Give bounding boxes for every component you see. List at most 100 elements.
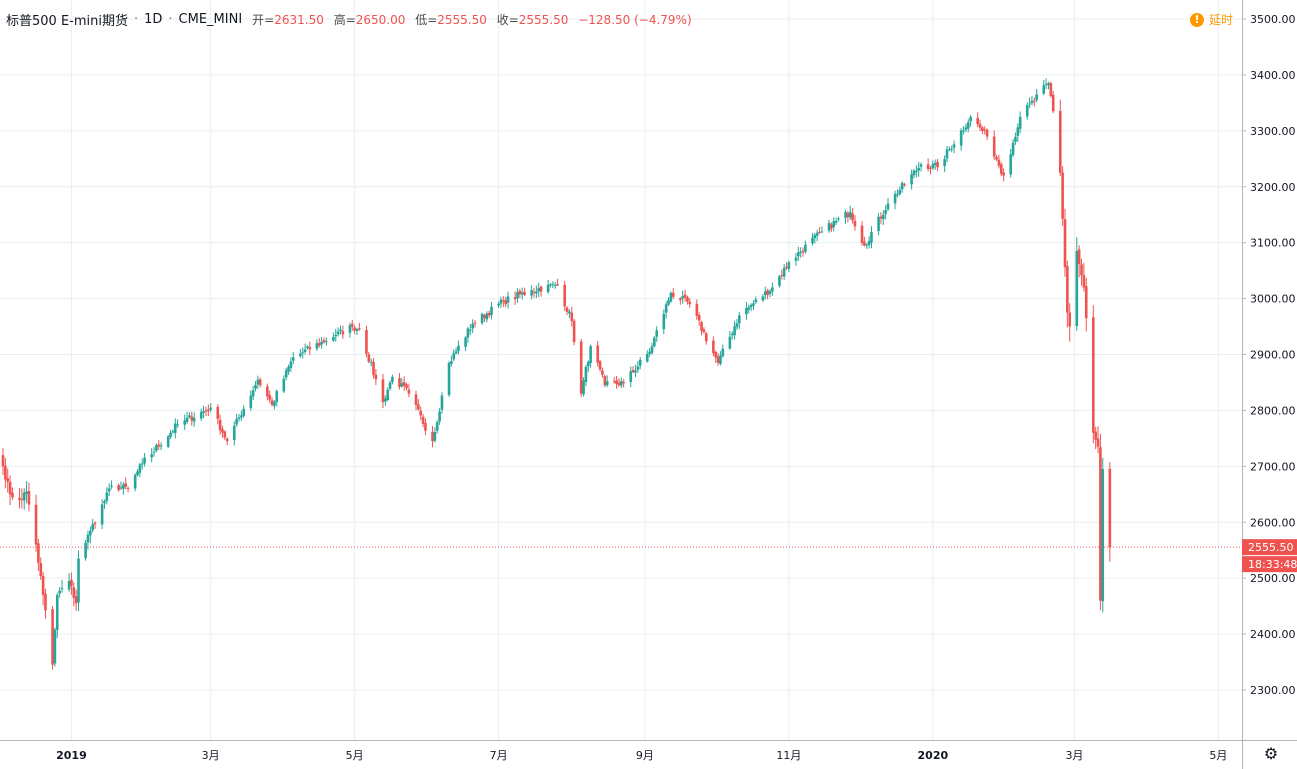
candle-body xyxy=(157,444,161,447)
candle-body xyxy=(417,404,420,410)
y-tick-label: 3000.00 xyxy=(1250,293,1296,306)
high-value: 2650.00 xyxy=(355,12,406,27)
candle-body xyxy=(1011,142,1015,156)
candle-body xyxy=(334,334,338,337)
last-price-tag xyxy=(1242,539,1297,556)
candle-body xyxy=(37,543,40,563)
delay-badge[interactable]: ! 延时 xyxy=(1190,11,1233,28)
candle-body xyxy=(702,329,706,333)
candle-body xyxy=(818,231,821,233)
candle-body xyxy=(77,558,80,603)
candle-body xyxy=(754,299,758,303)
candles xyxy=(1,78,1112,670)
candle-body xyxy=(582,380,585,395)
candle-body xyxy=(155,445,158,451)
candle-body xyxy=(504,300,507,305)
low-label: 低= xyxy=(415,12,438,27)
candle-body xyxy=(249,395,253,409)
candle-body xyxy=(943,159,946,167)
candle-body xyxy=(258,379,262,386)
candle-body xyxy=(266,386,269,397)
candle-body xyxy=(697,315,701,321)
candle-body xyxy=(93,522,97,525)
candle-body xyxy=(133,474,137,489)
candle-body xyxy=(365,329,368,354)
candle-body xyxy=(221,429,224,433)
candle-body xyxy=(235,418,238,425)
candle-body xyxy=(761,296,765,301)
symbol-title[interactable]: 标普500 E-mini期货 xyxy=(6,13,128,29)
candle-body xyxy=(435,422,439,431)
ohlc-values: 开=2631.50 高=2650.00 低=2555.50 收=2555.50 … xyxy=(252,11,697,28)
candle-body xyxy=(1028,103,1031,105)
y-tick-label: 2300.00 xyxy=(1250,684,1296,697)
candle-body xyxy=(653,337,656,347)
warning-icon: ! xyxy=(1190,12,1204,27)
y-tick-label: 3500.00 xyxy=(1250,13,1296,26)
candle-body xyxy=(497,303,500,306)
candle-body xyxy=(749,304,753,308)
separator-dot: · xyxy=(133,11,139,27)
candle-body xyxy=(1108,468,1112,548)
candle-body xyxy=(282,378,286,392)
candle-body xyxy=(414,394,418,405)
candle-body xyxy=(686,297,689,302)
candle-body xyxy=(204,410,208,412)
candle-body xyxy=(1068,312,1072,327)
candle-body xyxy=(150,454,153,458)
candle-body xyxy=(110,485,113,488)
candle-body xyxy=(532,291,536,293)
x-tick-label: 5月 xyxy=(346,749,364,762)
candle-body xyxy=(716,356,720,363)
candle-body xyxy=(51,609,54,665)
candle-body xyxy=(74,596,78,604)
candle-body xyxy=(752,303,755,306)
candle-body xyxy=(60,588,64,590)
candle-body xyxy=(11,492,14,498)
candle-body xyxy=(107,488,111,492)
y-tick-label: 2800.00 xyxy=(1250,404,1296,417)
candle-body xyxy=(358,328,361,330)
candle-body xyxy=(402,382,406,386)
candle-body xyxy=(926,164,930,170)
candle-body xyxy=(143,457,146,464)
candle-body xyxy=(1016,127,1020,136)
candle-body xyxy=(55,594,59,630)
exchange-label: CME_MINI xyxy=(178,11,243,27)
candle-body xyxy=(126,487,130,489)
candle-body xyxy=(1063,219,1067,268)
candle-body xyxy=(537,288,541,292)
candle-body xyxy=(89,530,92,536)
candle-body xyxy=(877,216,880,232)
candle-body xyxy=(20,499,24,501)
candle-body xyxy=(1092,317,1095,433)
candle-body xyxy=(896,194,899,196)
candle-body xyxy=(605,381,609,386)
candle-body xyxy=(950,148,954,150)
candle-body xyxy=(1009,154,1013,175)
candle-body xyxy=(270,400,274,405)
candle-body xyxy=(216,406,220,419)
gear-icon[interactable]: ⚙ xyxy=(1263,743,1279,763)
candle-body xyxy=(898,189,902,195)
candle-body xyxy=(516,292,519,299)
candle-body xyxy=(237,417,241,419)
candle-body xyxy=(209,407,212,410)
candle-body xyxy=(771,287,774,292)
candle-body xyxy=(27,491,31,505)
candle-body xyxy=(369,361,373,363)
candle-body xyxy=(952,144,956,148)
candle-body xyxy=(1051,94,1055,112)
x-tick-label: 3月 xyxy=(1065,749,1083,762)
candle-body xyxy=(355,329,359,332)
candle-body xyxy=(39,562,43,577)
candle-body xyxy=(645,354,649,362)
candle-body xyxy=(53,629,57,664)
delay-label: 延时 xyxy=(1209,13,1234,27)
candle-body xyxy=(1014,136,1017,142)
candle-body xyxy=(721,348,725,357)
candle-body xyxy=(867,240,871,246)
interval-label[interactable]: 1D xyxy=(144,11,163,27)
candle-body xyxy=(218,419,222,431)
